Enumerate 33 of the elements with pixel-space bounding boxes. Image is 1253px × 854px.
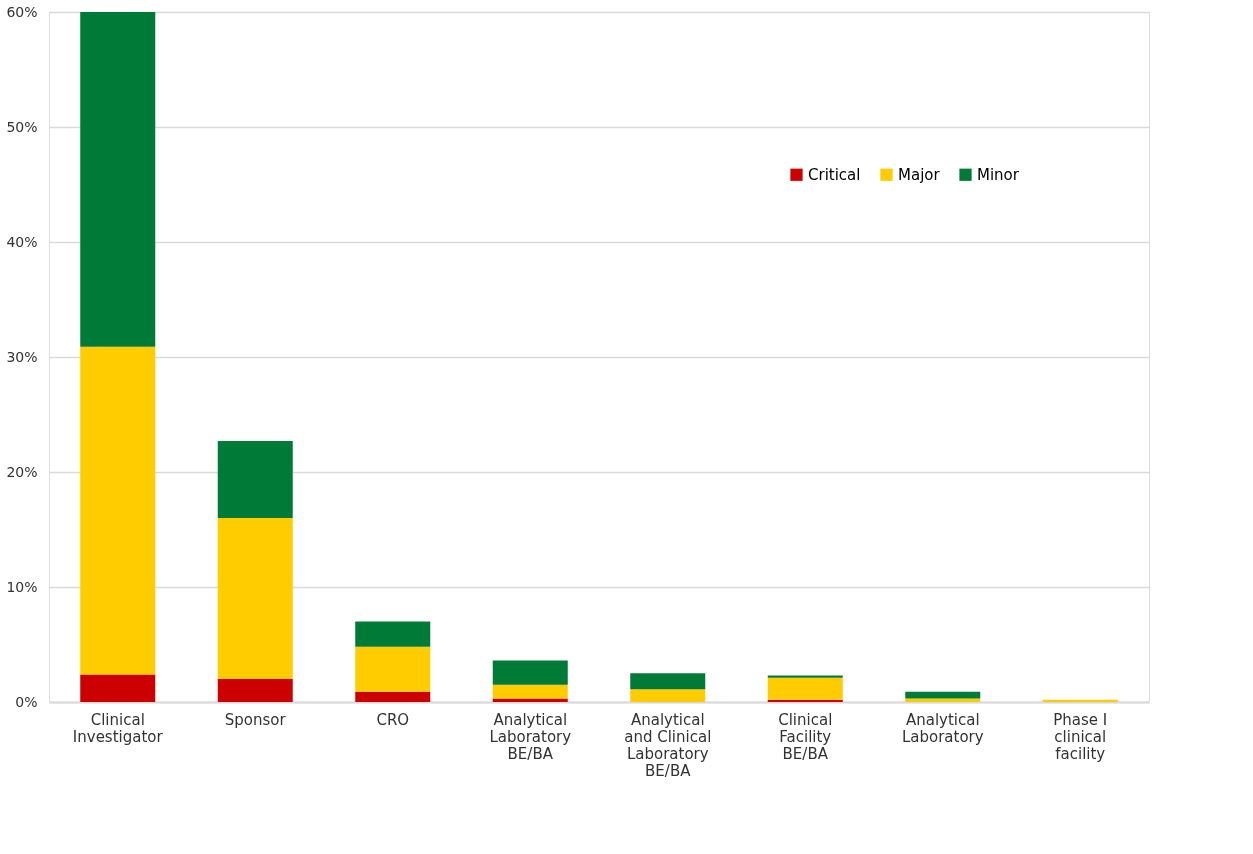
y-tick-label: 30% bbox=[6, 348, 38, 365]
bar bbox=[630, 673, 706, 690]
bar bbox=[217, 518, 293, 679]
x-tick-label: CRO bbox=[376, 710, 410, 729]
bar bbox=[767, 677, 843, 700]
bar bbox=[630, 689, 706, 702]
y-tick-label: 40% bbox=[6, 233, 38, 250]
y-tick-label: 0% bbox=[15, 693, 38, 710]
x-tick-label: Sponsor bbox=[224, 710, 287, 729]
bar bbox=[80, 674, 156, 702]
legend-label: Minor bbox=[977, 165, 1020, 184]
bar bbox=[355, 621, 431, 647]
bar bbox=[217, 440, 293, 518]
bar bbox=[905, 691, 981, 699]
x-tick-label: Clinical Facility BE/BA bbox=[778, 710, 833, 763]
bar bbox=[80, 346, 156, 675]
bar bbox=[492, 684, 568, 699]
x-tick-label: Analytical and Clinical Laboratory BE/BA bbox=[624, 710, 712, 780]
x-tick-label: Phase I clinical facility bbox=[1053, 710, 1108, 763]
bar bbox=[355, 691, 431, 702]
x-tick-label: Clinical Investigator bbox=[72, 710, 164, 746]
x-tick-label: Analytical Laboratory BE/BA bbox=[489, 710, 572, 763]
bar bbox=[80, 12, 156, 347]
legend-label: Major bbox=[898, 165, 941, 184]
bar bbox=[492, 660, 568, 685]
y-tick-label: 50% bbox=[6, 118, 38, 135]
x-tick-label: Analytical Laboratory bbox=[901, 710, 984, 746]
legend-label: Critical bbox=[808, 165, 861, 184]
y-tick-label: 60% bbox=[6, 3, 38, 20]
bar bbox=[355, 646, 431, 692]
y-tick-label: 10% bbox=[6, 578, 38, 595]
bar bbox=[217, 679, 293, 702]
y-tick-label: 20% bbox=[6, 463, 38, 480]
